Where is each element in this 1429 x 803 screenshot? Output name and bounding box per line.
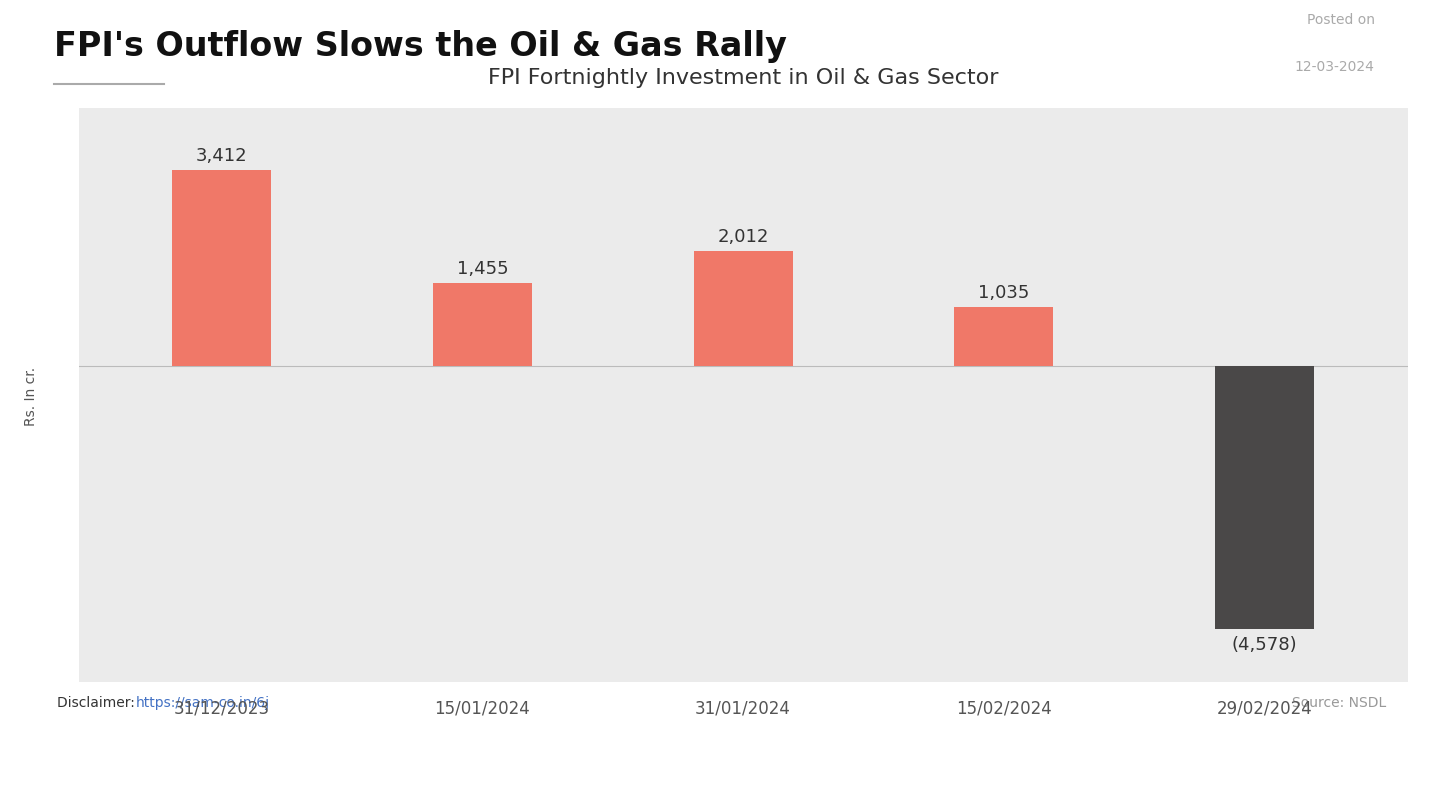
Text: 3,412: 3,412 bbox=[196, 147, 247, 165]
Text: Posted on: Posted on bbox=[1306, 13, 1375, 27]
Title: FPI Fortnightly Investment in Oil & Gas Sector: FPI Fortnightly Investment in Oil & Gas … bbox=[487, 67, 999, 88]
Text: 2,012: 2,012 bbox=[717, 227, 769, 246]
Text: https://sam-co.in/6j: https://sam-co.in/6j bbox=[136, 695, 270, 709]
Bar bbox=[173, 171, 272, 367]
Text: Disclaimer:: Disclaimer: bbox=[57, 695, 140, 709]
Text: 1,035: 1,035 bbox=[977, 283, 1029, 302]
Text: (4,578): (4,578) bbox=[1232, 635, 1298, 654]
Text: Rs. In cr.: Rs. In cr. bbox=[24, 366, 39, 425]
Text: #SAMSHOTS: #SAMSHOTS bbox=[36, 748, 273, 781]
Bar bbox=[955, 308, 1053, 367]
Text: ⨯ SAMCO: ⨯ SAMCO bbox=[1218, 748, 1393, 781]
Text: FPI's Outflow Slows the Oil & Gas Rally: FPI's Outflow Slows the Oil & Gas Rally bbox=[54, 31, 787, 63]
Bar bbox=[693, 251, 793, 367]
Bar bbox=[1215, 367, 1313, 630]
Bar bbox=[433, 283, 532, 367]
Text: 1,455: 1,455 bbox=[457, 259, 509, 278]
Text: 12-03-2024: 12-03-2024 bbox=[1295, 59, 1375, 74]
Text: Source: NSDL: Source: NSDL bbox=[1292, 695, 1386, 709]
